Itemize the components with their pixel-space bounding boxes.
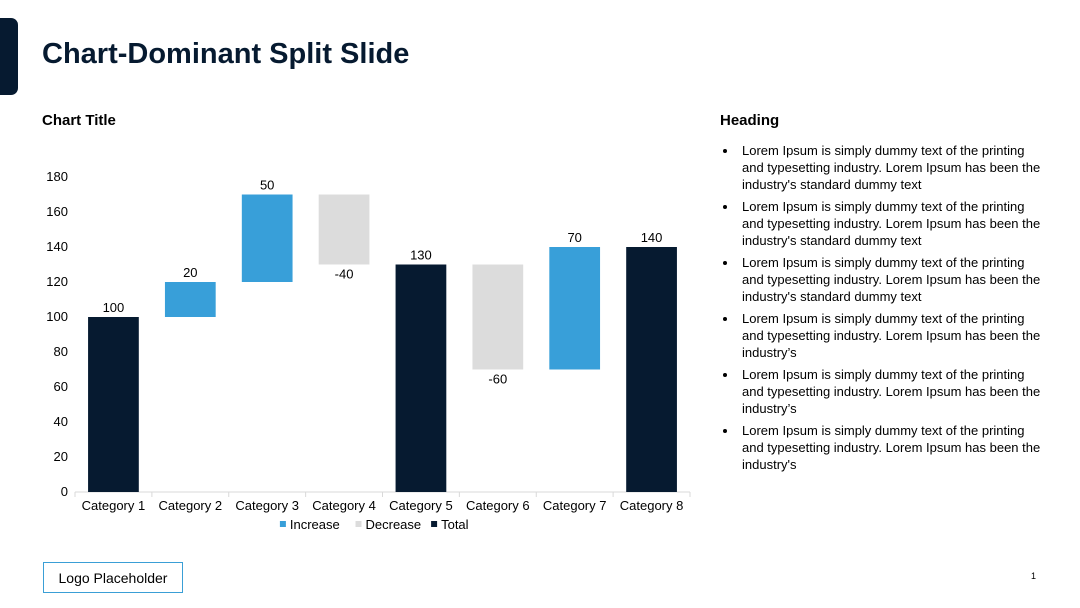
- y-tick-label: 20: [54, 449, 68, 464]
- legend-label: Total: [441, 517, 469, 532]
- x-tick-label: Category 7: [543, 498, 607, 513]
- logo-placeholder: Logo Placeholder: [43, 562, 183, 593]
- panel-heading: Heading: [720, 112, 780, 129]
- bullet-item: Lorem Ipsum is simply dummy text of the …: [720, 366, 1045, 417]
- data-label: 20: [183, 265, 197, 280]
- legend-label: Increase: [290, 517, 340, 532]
- bar-total: [88, 317, 139, 492]
- bar-decrease: [472, 264, 524, 370]
- x-tick-label: Category 1: [82, 498, 146, 513]
- y-tick-label: 100: [46, 309, 68, 324]
- data-label: 70: [567, 230, 581, 245]
- y-tick-label: 0: [61, 484, 68, 499]
- slide-title: Chart-Dominant Split Slide: [42, 38, 410, 70]
- legend-swatch-decrease: [355, 521, 362, 527]
- bullet-item: Lorem Ipsum is simply dummy text of the …: [720, 198, 1045, 249]
- legend-label: Decrease: [366, 517, 422, 532]
- bar-increase: [164, 282, 216, 317]
- data-label: 130: [410, 248, 432, 263]
- bullet-item: Lorem Ipsum is simply dummy text of the …: [720, 142, 1045, 193]
- x-tick-label: Category 3: [235, 498, 299, 513]
- y-tick-label: 140: [46, 239, 68, 254]
- legend-swatch-total: [431, 521, 438, 527]
- chart-title: Chart Title: [42, 112, 116, 129]
- data-label: 140: [641, 230, 663, 245]
- x-tick-label: Category 8: [620, 498, 684, 513]
- bullet-list: Lorem Ipsum is simply dummy text of the …: [720, 142, 1045, 473]
- text-panel: Heading Lorem Ipsum is simply dummy text…: [720, 112, 1045, 478]
- bar-decrease: [318, 194, 370, 265]
- bar-total: [395, 264, 447, 492]
- y-tick-label: 180: [46, 169, 68, 184]
- data-label: -40: [335, 267, 354, 282]
- bar-increase: [549, 247, 601, 370]
- legend-swatch-increase: [279, 521, 286, 527]
- y-tick-label: 60: [54, 379, 68, 394]
- y-tick-label: 160: [46, 204, 68, 219]
- data-label: -60: [488, 372, 507, 387]
- x-tick-label: Category 6: [466, 498, 530, 513]
- bullet-item: Lorem Ipsum is simply dummy text of the …: [720, 310, 1045, 361]
- page-number: 1: [1031, 571, 1037, 581]
- data-label: 100: [103, 300, 125, 315]
- bullet-item: Lorem Ipsum is simply dummy text of the …: [720, 254, 1045, 305]
- logo-text: Logo Placeholder: [58, 569, 168, 586]
- bullet-item: Lorem Ipsum is simply dummy text of the …: [720, 422, 1045, 473]
- y-tick-label: 120: [46, 274, 68, 289]
- x-tick-label: Category 4: [312, 498, 376, 513]
- accent-tab: [0, 18, 18, 95]
- y-tick-label: 80: [54, 344, 68, 359]
- bar-increase: [241, 194, 293, 282]
- y-tick-label: 40: [54, 414, 68, 429]
- data-label: 50: [260, 178, 274, 193]
- waterfall-chart: 0 20 40 60 80 100 120 140 160 180 100 Category 1 20 C…: [46, 169, 691, 532]
- x-tick-label: Category 5: [389, 498, 453, 513]
- x-tick-label: Category 2: [159, 498, 223, 513]
- bar-total: [626, 247, 677, 492]
